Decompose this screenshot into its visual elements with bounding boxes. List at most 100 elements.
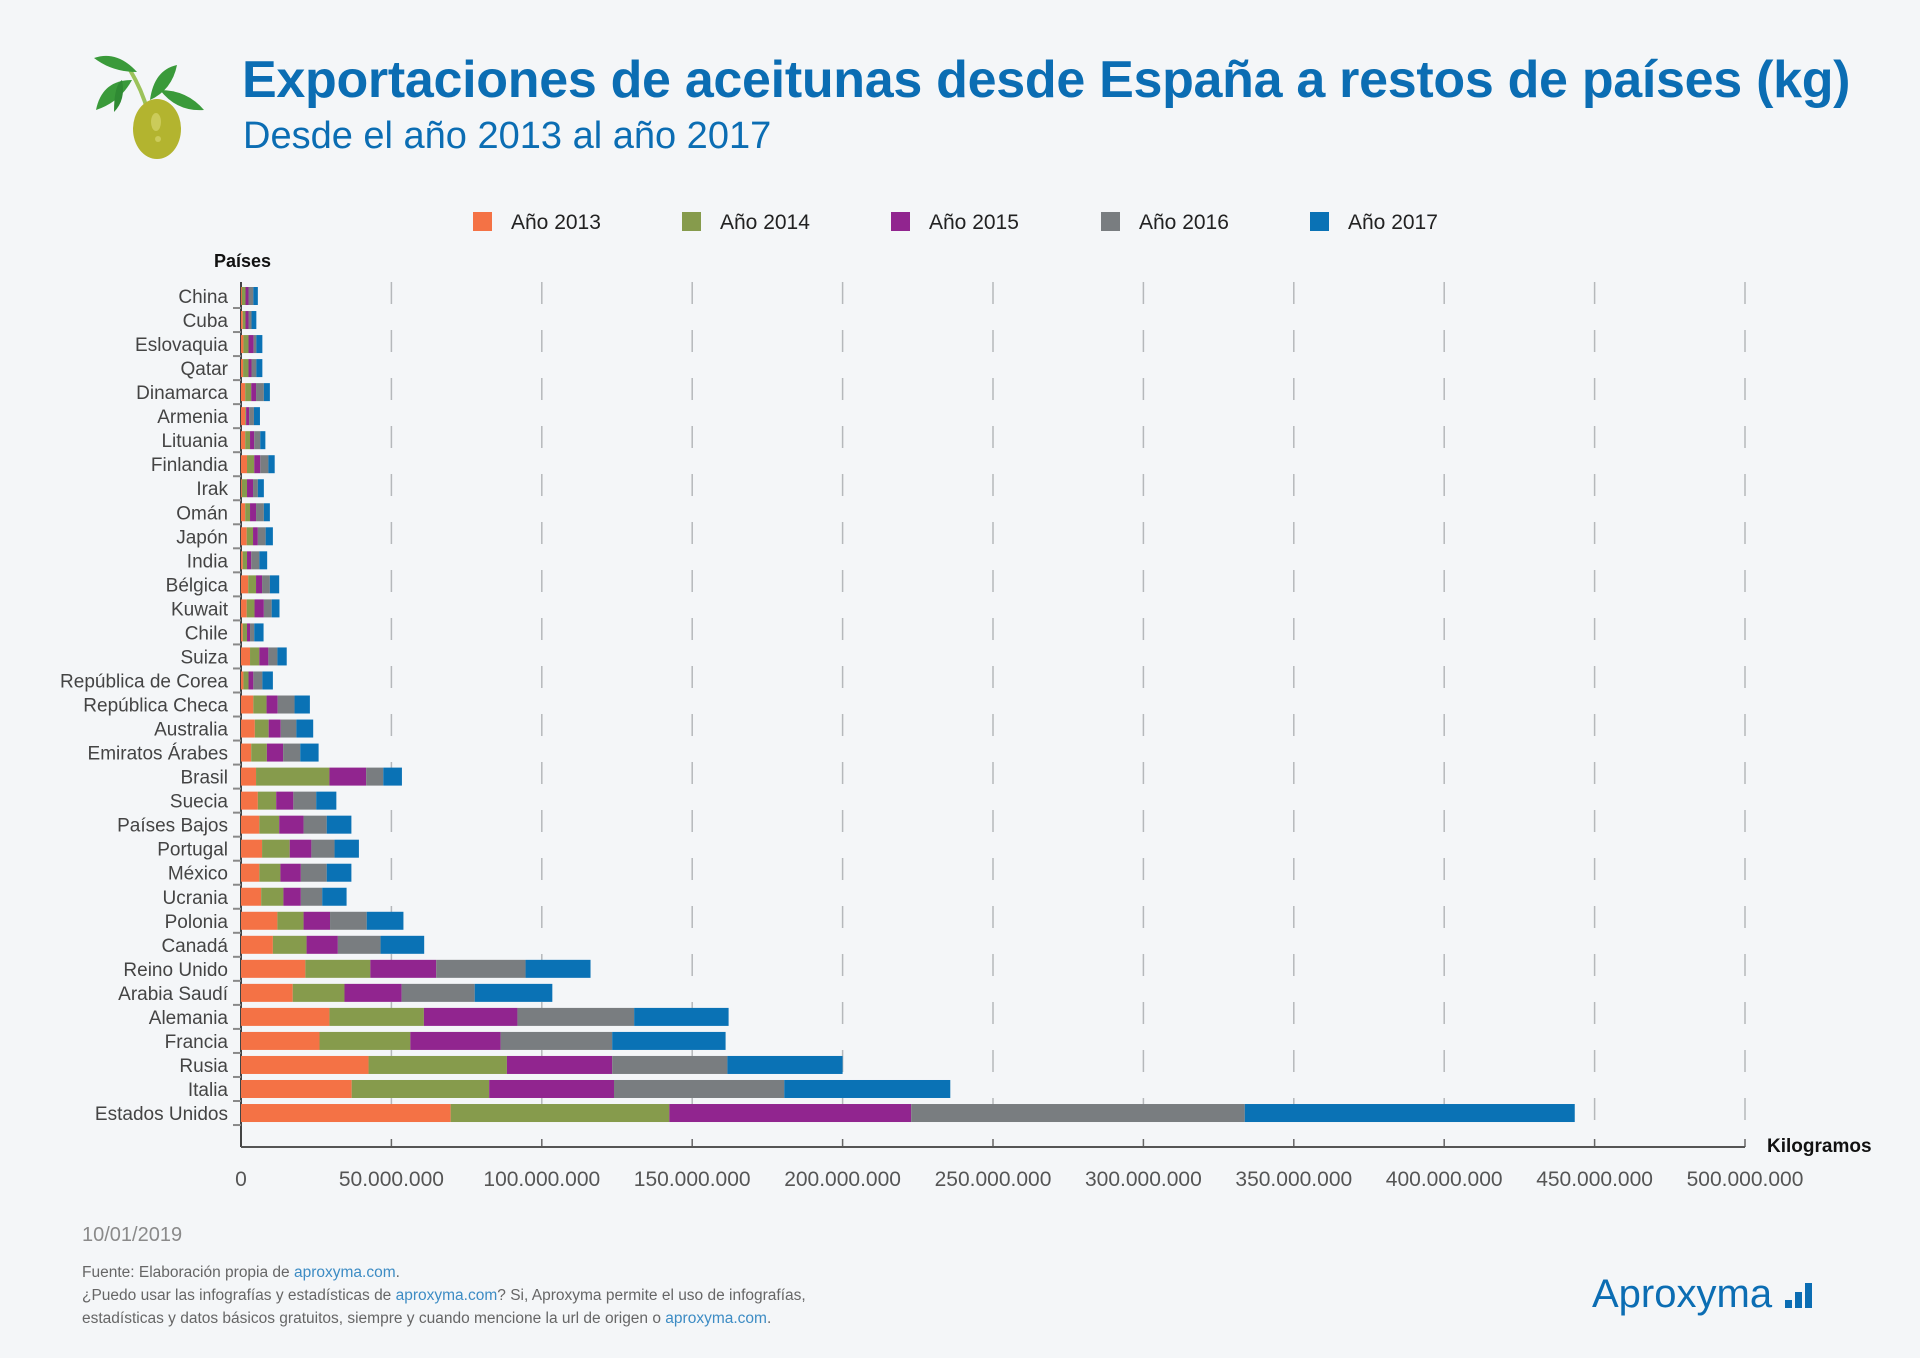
bar-segment bbox=[243, 359, 249, 378]
country-label: Suecia bbox=[170, 792, 229, 813]
bar-segment bbox=[269, 575, 280, 594]
bar-segment bbox=[253, 335, 257, 354]
bar-segment bbox=[259, 863, 281, 882]
bar-segment bbox=[241, 479, 242, 498]
bar-segment bbox=[279, 815, 304, 834]
country-label: Polonia bbox=[165, 912, 229, 933]
bar-segment bbox=[263, 503, 270, 522]
bar-segment bbox=[383, 767, 402, 786]
bar-segment bbox=[241, 599, 247, 618]
x-tick-label: 400.000.000 bbox=[1386, 1168, 1503, 1191]
bar-segment bbox=[259, 815, 280, 834]
bar-chart-icon bbox=[1782, 1283, 1813, 1308]
bar-segment bbox=[254, 599, 264, 618]
x-tick-label: 200.000.000 bbox=[784, 1168, 901, 1191]
bar-segment bbox=[450, 1104, 670, 1123]
country-label: Portugal bbox=[157, 840, 228, 861]
bar-segment bbox=[251, 311, 257, 330]
bar-segment bbox=[292, 983, 345, 1002]
bar-segment bbox=[303, 815, 327, 834]
x-tick-label: 50.000.000 bbox=[339, 1168, 444, 1191]
bar-segment bbox=[322, 887, 347, 906]
country-label: República de Corea bbox=[60, 671, 228, 692]
country-label: Kuwait bbox=[171, 599, 229, 620]
bar-segment bbox=[245, 287, 249, 305]
country-label: Cuba bbox=[183, 311, 229, 332]
bar-segment bbox=[612, 1031, 726, 1050]
country-label: China bbox=[178, 287, 228, 308]
bar-segment bbox=[250, 647, 260, 666]
country-label: Arabia Saudí bbox=[118, 984, 229, 1005]
bar-segment bbox=[296, 719, 314, 738]
bar-segment bbox=[246, 599, 255, 618]
x-tick-label: 350.000.000 bbox=[1235, 1168, 1352, 1191]
bar-segment bbox=[263, 599, 272, 618]
bar-segment bbox=[277, 695, 295, 714]
publish-date: 10/01/2019 bbox=[82, 1224, 183, 1246]
bar-segment bbox=[241, 959, 306, 978]
bar-segment bbox=[262, 839, 290, 858]
bar-segment bbox=[256, 359, 263, 378]
bar-segment bbox=[294, 695, 310, 714]
bar-segment bbox=[329, 1007, 424, 1026]
legend-swatch bbox=[891, 212, 910, 231]
legend-swatch bbox=[1101, 212, 1120, 231]
bar-segment bbox=[634, 1007, 729, 1026]
stacked-bar-chart: 50.000.000 100.000.000 150.000.000 200.000.… bbox=[60, 211, 1871, 1191]
bar-segment bbox=[344, 983, 402, 1002]
bar-segment bbox=[256, 575, 263, 594]
bar-segment bbox=[256, 503, 264, 522]
bar-segment bbox=[241, 287, 246, 305]
country-label: Países Bajos bbox=[117, 816, 228, 837]
bar-segment bbox=[525, 959, 591, 978]
bar-segment bbox=[241, 503, 246, 522]
bar-segment bbox=[241, 287, 242, 305]
bar-segment bbox=[268, 455, 275, 474]
legend-label: Año 2016 bbox=[1139, 211, 1229, 234]
bar-segment bbox=[254, 431, 261, 450]
country-label: Omán bbox=[176, 503, 228, 524]
bar-segment bbox=[293, 791, 317, 810]
bar-segment bbox=[250, 503, 257, 522]
bar-segment bbox=[500, 1031, 613, 1050]
country-label: Francia bbox=[165, 1032, 229, 1053]
bar-segment bbox=[251, 743, 267, 762]
country-label: Suiza bbox=[180, 647, 228, 668]
bar-segment bbox=[251, 383, 257, 402]
usage-link-2[interactable]: aproxyma.com bbox=[665, 1310, 767, 1327]
bar-segment bbox=[277, 911, 304, 930]
bar-segment bbox=[316, 791, 337, 810]
bar-segment bbox=[489, 1079, 614, 1098]
bar-segment bbox=[241, 695, 254, 714]
country-label: Chile bbox=[185, 623, 228, 644]
bar-segment bbox=[266, 695, 278, 714]
bar-segment bbox=[245, 383, 252, 402]
x-tick-label: 250.000.000 bbox=[935, 1168, 1052, 1191]
bar-segment bbox=[256, 767, 330, 786]
bar-segment bbox=[436, 959, 526, 978]
country-label: Finlandia bbox=[151, 455, 229, 476]
bar-segment bbox=[311, 839, 335, 858]
bar-segment bbox=[242, 551, 248, 570]
bar-segment bbox=[370, 959, 437, 978]
bar-segment bbox=[251, 359, 257, 378]
brand-name: Aproxyma bbox=[1592, 1272, 1773, 1316]
country-label: Qatar bbox=[180, 359, 228, 380]
bar-segment bbox=[326, 863, 352, 882]
x-tick-label: 100.000.000 bbox=[483, 1168, 600, 1191]
bar-segment bbox=[366, 767, 384, 786]
bar-segment bbox=[253, 671, 263, 690]
bar-segment bbox=[257, 791, 277, 810]
usage-link[interactable]: aproxyma.com bbox=[395, 1287, 498, 1304]
bar-segment bbox=[334, 839, 359, 858]
bar-segment bbox=[300, 863, 327, 882]
country-label: Bélgica bbox=[166, 575, 229, 596]
bar-segment bbox=[319, 1031, 411, 1050]
chart-title: Exportaciones de aceitunas desde España … bbox=[242, 51, 1851, 109]
country-label: México bbox=[168, 864, 228, 885]
bar-segment bbox=[246, 527, 254, 546]
source-link[interactable]: aproxyma.com bbox=[293, 1264, 396, 1281]
bar-segment bbox=[366, 911, 404, 930]
bar-segment bbox=[351, 1079, 490, 1098]
bar-segment bbox=[245, 407, 247, 426]
